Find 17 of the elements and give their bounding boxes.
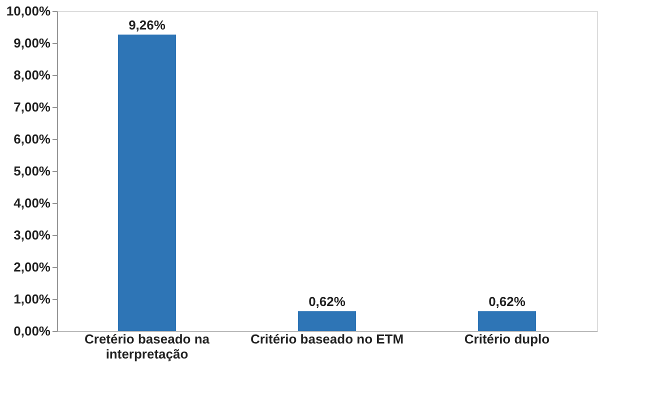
y-tick-label: 0,00% xyxy=(14,324,51,338)
x-tick-label: Critério baseado no ETM xyxy=(250,332,404,346)
data-label: 9,26% xyxy=(128,18,166,33)
y-tick-label: 7,00% xyxy=(14,100,51,114)
x-tick-label: Critério duplo xyxy=(464,332,550,346)
y-tick-label: 6,00% xyxy=(14,132,51,146)
y-tick-label: 10,00% xyxy=(6,4,51,18)
data-label: 0,62% xyxy=(488,294,526,310)
y-tick-label: 5,00% xyxy=(14,164,51,178)
y-tick-label: 2,00% xyxy=(14,260,51,274)
y-tick-label: 9,00% xyxy=(14,36,51,50)
data-label: 0,62% xyxy=(308,294,346,310)
y-tick-label: 1,00% xyxy=(14,292,51,306)
x-tick-label: Cretério baseado na interpretação xyxy=(84,332,210,362)
y-tick-label: 3,00% xyxy=(14,228,51,242)
y-tick-label: 4,00% xyxy=(14,196,51,210)
y-tick-label: 8,00% xyxy=(14,68,51,82)
